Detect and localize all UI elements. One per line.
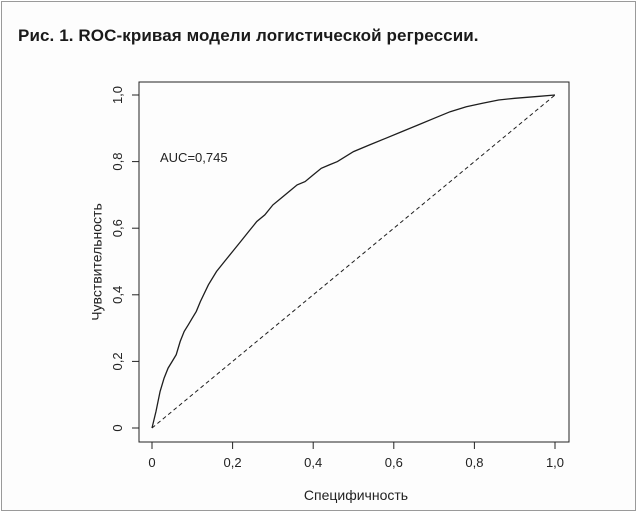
y-tick-label: 0 <box>110 424 125 431</box>
y-tick-label: 0,8 <box>110 153 125 171</box>
y-tick-label: 1,0 <box>110 86 125 104</box>
x-axis: 0 0,2 0,4 0,6 0,8 1,0 <box>148 441 564 470</box>
x-tick-label: 0 <box>148 455 155 470</box>
x-tick-label: 1,0 <box>546 455 564 470</box>
x-tick-label: 0,4 <box>304 455 322 470</box>
y-axis: 0 0,2 0,4 0,6 0,8 1,0 <box>110 86 140 432</box>
x-tick-label: 0,8 <box>465 455 483 470</box>
y-tick-label: 0,6 <box>110 219 125 237</box>
auc-annotation: AUC=0,745 <box>160 150 228 165</box>
series-layer <box>151 94 556 429</box>
x-axis-label: Специфичность <box>304 487 408 503</box>
diagonal-reference-line <box>151 94 556 429</box>
y-tick-label: 0,4 <box>110 286 125 304</box>
figure-caption: Рис. 1. ROC-кривая модели логистической … <box>18 26 479 45</box>
y-axis-label: Чувствительность <box>89 203 105 321</box>
y-tick-label: 0,2 <box>110 352 125 370</box>
x-tick-label: 0,2 <box>224 455 242 470</box>
roc-curve-line <box>151 94 556 429</box>
plot-area-border <box>138 81 570 443</box>
x-tick-label: 0,6 <box>385 455 403 470</box>
